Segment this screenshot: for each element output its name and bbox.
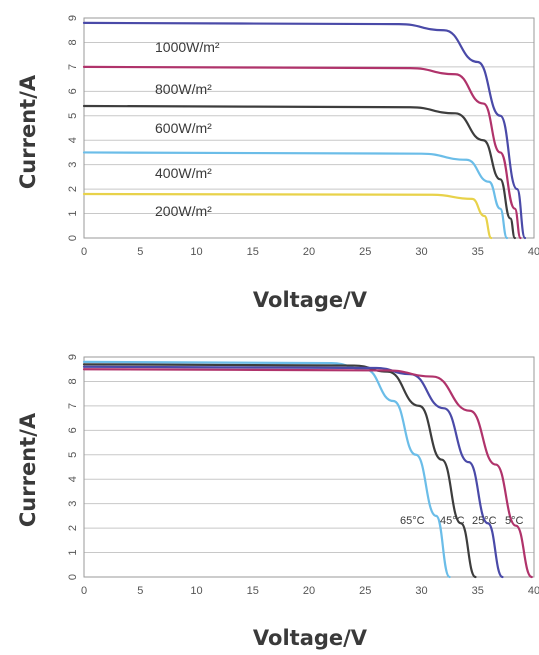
irradiance-chart: 0 5 10 15 20 25 30 35 40 0 1 2 3 4 5 6 7 8 9 1000W/m² 800… <box>16 15 539 312</box>
x-tick-label: 20 <box>303 246 315 258</box>
x-tick-label: 0 <box>81 585 87 597</box>
x-tick-label: 20 <box>303 585 315 597</box>
x-tick-label: 10 <box>190 585 202 597</box>
y-tick-label: 5 <box>67 452 79 458</box>
series-label-1000: 1000W/m² <box>155 39 220 55</box>
series-line-4 <box>82 192 493 240</box>
temperature-chart-series <box>82 360 533 579</box>
irradiance-y-axis-label: Current/A <box>16 74 40 189</box>
x-tick-label: 15 <box>247 246 259 258</box>
plot-frame <box>83 356 535 578</box>
series-line-2 <box>82 365 504 579</box>
x-tick-label: 10 <box>190 246 202 258</box>
y-tick-label: 8 <box>67 39 79 45</box>
series-label-65c: 65°C <box>400 515 425 527</box>
y-tick-label: 5 <box>67 113 79 119</box>
series-label-200: 200W/m² <box>155 203 212 219</box>
x-tick-label: 35 <box>472 585 484 597</box>
irradiance-chart-grid <box>83 17 535 239</box>
y-tick-label: 4 <box>67 476 79 482</box>
y-tick-label: 2 <box>67 525 79 531</box>
temperature-chart-x-ticks: 0 5 10 15 20 25 30 35 40 <box>81 585 539 597</box>
y-tick-label: 7 <box>67 403 79 409</box>
series-line-1 <box>82 65 522 240</box>
series-label-800: 800W/m² <box>155 81 212 97</box>
x-tick-label: 15 <box>247 585 259 597</box>
y-tick-label: 3 <box>67 501 79 507</box>
irradiance-chart-x-ticks: 0 5 10 15 20 25 30 35 40 <box>81 246 539 258</box>
x-tick-label: 5 <box>137 246 143 258</box>
series-line-0 <box>82 360 451 579</box>
y-tick-label: 0 <box>67 574 79 580</box>
x-tick-label: 25 <box>359 585 371 597</box>
x-tick-label: 35 <box>472 246 484 258</box>
y-tick-label: 3 <box>67 162 79 168</box>
temperature-chart-y-ticks: 0 1 2 3 4 5 6 7 8 9 <box>67 354 79 580</box>
temperature-chart: 0 5 10 15 20 25 30 35 40 0 1 2 3 4 5 6 7 8 9 65°C 45°C 25… <box>16 354 539 650</box>
series-line-0 <box>82 21 527 240</box>
series-line-3 <box>82 151 509 240</box>
irradiance-chart-series <box>82 21 527 240</box>
series-line-1 <box>82 363 477 579</box>
y-tick-label: 2 <box>67 186 79 192</box>
y-tick-label: 6 <box>67 88 79 94</box>
temperature-x-axis-label: Voltage/V <box>253 626 368 650</box>
y-tick-label: 7 <box>67 64 79 70</box>
x-tick-label: 25 <box>359 246 371 258</box>
series-line-3 <box>82 368 533 579</box>
x-tick-label: 40 <box>528 246 539 258</box>
temperature-chart-grid <box>83 356 535 578</box>
y-tick-label: 4 <box>67 137 79 143</box>
y-tick-label: 6 <box>67 427 79 433</box>
series-line-2 <box>82 104 516 240</box>
y-tick-label: 8 <box>67 378 79 384</box>
y-tick-label: 9 <box>67 15 79 21</box>
y-tick-label: 1 <box>67 210 79 216</box>
x-tick-label: 30 <box>415 246 427 258</box>
temperature-y-axis-label: Current/A <box>16 412 40 527</box>
irradiance-x-axis-label: Voltage/V <box>253 288 368 312</box>
series-label-600: 600W/m² <box>155 120 212 136</box>
series-label-5c: 5°C <box>505 515 524 527</box>
series-label-45c: 45°C <box>440 515 465 527</box>
x-tick-label: 0 <box>81 246 87 258</box>
series-label-25c: 25°C <box>472 515 497 527</box>
x-tick-label: 40 <box>528 585 539 597</box>
x-tick-label: 5 <box>137 585 143 597</box>
irradiance-chart-y-ticks: 0 1 2 3 4 5 6 7 8 9 <box>67 15 79 241</box>
y-tick-label: 9 <box>67 354 79 360</box>
x-tick-label: 30 <box>415 585 427 597</box>
series-label-400: 400W/m² <box>155 165 212 181</box>
y-tick-label: 1 <box>67 549 79 555</box>
plot-frame <box>83 17 535 239</box>
y-tick-label: 0 <box>67 235 79 241</box>
